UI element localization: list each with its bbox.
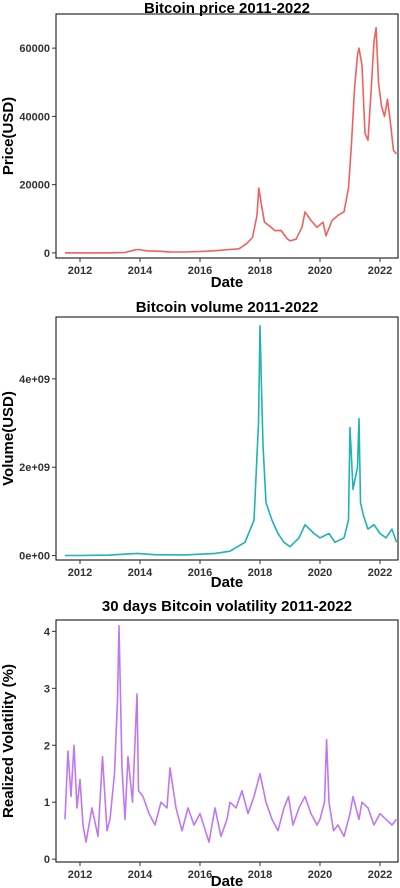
series-line (65, 324, 398, 557)
y-tick-label: 3 (44, 683, 50, 695)
plot-border (55, 13, 399, 259)
y-axis-label: Volume(USD) (0, 391, 17, 486)
x-tick-label: 2016 (188, 265, 212, 277)
chart-title: Bitcoin price 2011-2022 (144, 0, 310, 17)
plot-border (55, 316, 399, 561)
y-tick-label: 0 (44, 248, 50, 260)
x-tick-label: 2022 (368, 567, 392, 579)
x-tick-label: 2016 (188, 567, 212, 579)
x-tick-label: 2022 (368, 265, 392, 277)
x-tick-label: 2016 (188, 869, 212, 881)
y-tick-label: 20000 (19, 180, 50, 192)
y-tick-label: 4e+09 (19, 374, 50, 386)
y-tick-label: 0 (44, 854, 50, 866)
x-tick-label: 2022 (368, 869, 392, 881)
x-tick-label: 2020 (308, 567, 332, 579)
chart-panel-1: Bitcoin price 2011-2022 2012 2014 2016 2018 2… (0, 0, 399, 291)
x-axis-label: Date (211, 574, 244, 591)
x-tick-label: 2020 (308, 265, 332, 277)
y-tick-label: 1 (44, 797, 50, 809)
plot-border (55, 619, 399, 863)
x-tick-label: 2018 (248, 567, 272, 579)
x-tick-label: 2012 (68, 567, 92, 579)
y-tick-label: 4 (44, 626, 51, 638)
y-tick-label: 0e+00 (19, 551, 50, 563)
series-line (64, 26, 398, 254)
x-tick-label: 2014 (128, 567, 153, 579)
x-tick-label: 2012 (68, 265, 92, 277)
y-tick-label: 60000 (19, 43, 50, 55)
chart-title: 30 days Bitcoin volatility 2011-2022 (102, 598, 352, 615)
x-tick-label: 2012 (68, 869, 92, 881)
y-tick-label: 2e+09 (19, 462, 50, 474)
x-tick-label: 2014 (128, 869, 153, 881)
chart-title: Bitcoin volume 2011-2022 (136, 299, 319, 316)
x-tick-label: 2020 (308, 869, 332, 881)
y-tick-label: 40000 (19, 111, 50, 123)
series-line (64, 624, 398, 843)
x-axis-label: Date (211, 873, 244, 888)
y-axis-label: Price(USD) (0, 97, 17, 175)
y-tick-label: 2 (44, 740, 50, 752)
y-axis-label: Realized Volatility (%) (0, 664, 17, 818)
x-tick-label: 2018 (248, 265, 272, 277)
x-tick-label: 2014 (128, 265, 153, 277)
x-tick-label: 2018 (248, 869, 272, 881)
chart-panel-3: 30 days Bitcoin volatility 2011-20222012… (0, 598, 399, 888)
x-axis-label: Date (211, 274, 244, 291)
chart-panel-2: Bitcoin volume 2011-2022 2012 2014 2016 2018… (0, 299, 399, 591)
